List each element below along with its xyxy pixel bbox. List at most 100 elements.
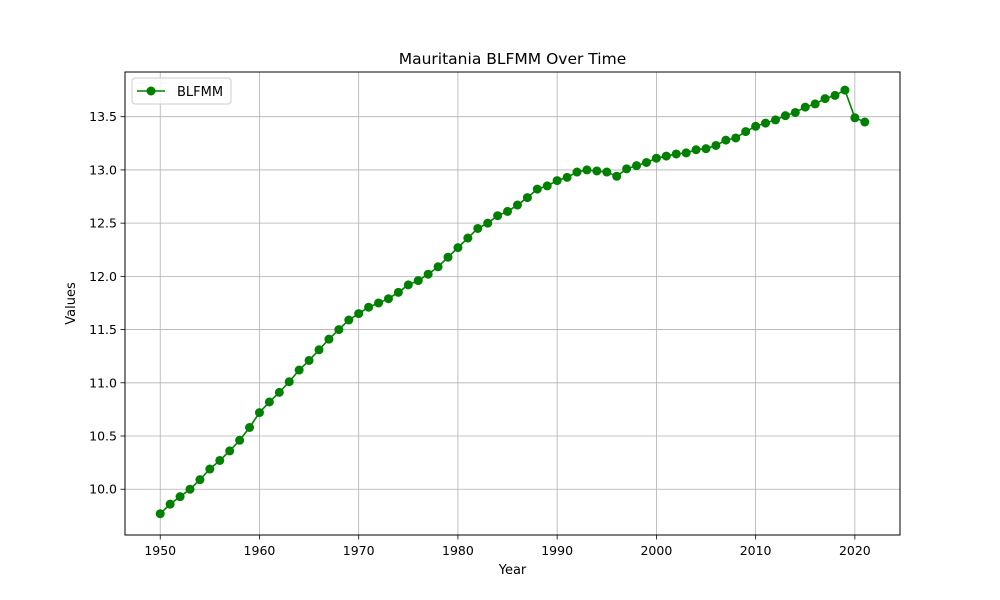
data-point xyxy=(512,200,522,210)
x-tick-label: 1950 xyxy=(144,543,176,558)
data-point xyxy=(483,218,493,228)
y-tick-label: 10.5 xyxy=(89,429,117,444)
data-point xyxy=(195,475,205,485)
data-point xyxy=(334,325,344,335)
data-point xyxy=(790,107,800,117)
data-point xyxy=(344,315,354,325)
data-point xyxy=(731,133,741,143)
data-point xyxy=(691,145,701,155)
y-tick-label: 10.0 xyxy=(89,482,117,497)
data-point xyxy=(403,280,413,290)
data-point xyxy=(612,171,622,181)
y-tick-label: 13.0 xyxy=(89,162,117,177)
data-point xyxy=(850,113,860,123)
data-point xyxy=(453,243,463,253)
plot-area-frame xyxy=(124,71,901,536)
data-point xyxy=(165,499,175,509)
data-point xyxy=(294,365,304,375)
legend: BLFMM xyxy=(131,77,232,105)
data-point xyxy=(741,127,751,137)
data-point xyxy=(463,233,473,243)
data-point xyxy=(671,149,681,159)
data-point xyxy=(532,184,542,194)
data-point xyxy=(681,148,691,158)
x-tick-label: 1990 xyxy=(541,543,573,558)
x-axis: 1950 1960 1970 1980 1990 2000 2010 2020 xyxy=(144,535,871,558)
data-point xyxy=(354,309,364,319)
data-point xyxy=(651,153,661,163)
data-point xyxy=(770,115,780,125)
data-point xyxy=(800,102,810,112)
data-point xyxy=(473,223,483,233)
data-point xyxy=(542,181,552,191)
data-point xyxy=(225,446,235,456)
data-point xyxy=(701,144,711,154)
data-point xyxy=(423,269,433,279)
data-point xyxy=(641,157,651,167)
data-point xyxy=(860,117,870,127)
data-point xyxy=(503,206,513,216)
data-point xyxy=(661,151,671,161)
y-axis: 10.0 10.5 11.0 11.5 12.0 12.5 13.0 13.5 xyxy=(89,109,125,497)
data-point xyxy=(364,302,374,312)
data-point xyxy=(840,85,850,95)
data-point xyxy=(393,287,403,297)
data-point xyxy=(443,252,453,262)
data-point xyxy=(254,408,264,418)
y-tick-label: 12.5 xyxy=(89,216,117,231)
x-tick-label: 1980 xyxy=(442,543,474,558)
x-tick-label: 1970 xyxy=(343,543,375,558)
data-point xyxy=(820,94,830,104)
data-point xyxy=(264,397,274,407)
data-point xyxy=(582,165,592,175)
data-point xyxy=(314,345,324,355)
data-point xyxy=(304,355,314,365)
x-tick-label: 2000 xyxy=(640,543,672,558)
data-point xyxy=(205,464,215,474)
data-point xyxy=(155,509,165,519)
data-point xyxy=(632,161,642,171)
x-tick-label: 2020 xyxy=(839,543,871,558)
data-point xyxy=(602,167,612,177)
y-axis-label: Values xyxy=(64,282,79,325)
data-point xyxy=(830,90,840,100)
x-tick-label: 2010 xyxy=(740,543,772,558)
data-point xyxy=(413,276,423,286)
data-point xyxy=(751,121,761,131)
data-point xyxy=(185,484,195,494)
data-point xyxy=(235,435,245,445)
data-point xyxy=(324,334,334,344)
data-point xyxy=(780,111,790,121)
data-point xyxy=(215,455,225,465)
data-point xyxy=(711,140,721,150)
y-tick-label: 11.5 xyxy=(89,322,117,337)
data-point xyxy=(572,167,582,177)
data-point xyxy=(383,294,393,304)
legend-box xyxy=(131,77,232,105)
y-tick-label: 13.5 xyxy=(89,109,117,124)
x-axis-label: Year xyxy=(498,563,527,578)
data-point xyxy=(245,422,255,432)
data-point xyxy=(622,164,632,174)
legend-marker-swatch xyxy=(146,86,156,96)
data-point xyxy=(433,262,443,272)
y-tick-label: 11.0 xyxy=(89,375,117,390)
data-point xyxy=(175,492,185,502)
data-point xyxy=(721,135,731,145)
y-tick-label: 12.0 xyxy=(89,269,117,284)
x-tick-label: 1960 xyxy=(244,543,276,558)
grid-lines xyxy=(125,72,900,535)
data-point xyxy=(374,298,384,308)
data-point xyxy=(284,377,294,387)
data-point xyxy=(493,211,503,221)
chart-title: Mauritania BLFMM Over Time xyxy=(399,50,627,68)
data-point xyxy=(592,166,602,176)
data-point xyxy=(810,99,820,109)
data-point xyxy=(274,387,284,397)
series-line xyxy=(159,89,866,515)
data-point xyxy=(552,176,562,186)
data-point xyxy=(761,118,771,128)
series-layer xyxy=(155,85,870,519)
data-point xyxy=(562,172,572,182)
